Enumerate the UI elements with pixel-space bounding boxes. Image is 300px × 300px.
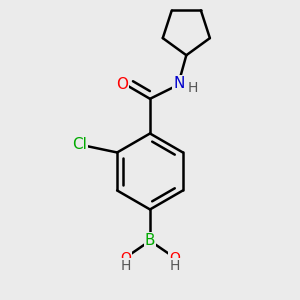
Text: B: B: [145, 233, 155, 248]
Text: H: H: [169, 259, 180, 273]
Text: O: O: [116, 77, 128, 92]
Text: O: O: [120, 251, 131, 265]
Text: N: N: [173, 76, 184, 91]
Text: H: H: [120, 259, 131, 273]
Text: H: H: [188, 81, 198, 95]
Text: O: O: [169, 251, 180, 265]
Text: Cl: Cl: [72, 137, 87, 152]
